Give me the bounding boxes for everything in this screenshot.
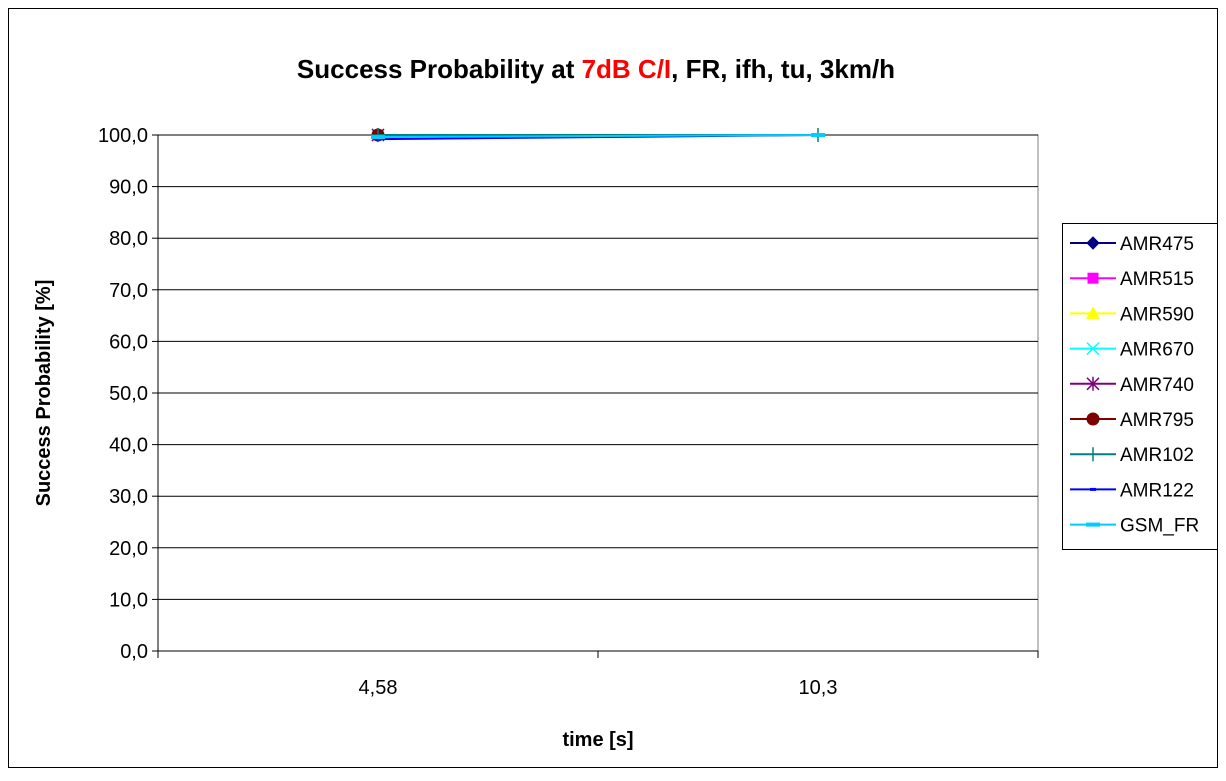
legend-item-amr590: AMR590 — [1070, 304, 1194, 325]
legend-label: GSM_FR — [1120, 516, 1199, 537]
legend-label: AMR670 — [1120, 340, 1194, 361]
marker-plus — [1086, 447, 1100, 462]
y-tick-label: 50,0 — [109, 383, 148, 405]
legend-item-amr670: AMR670 — [1070, 340, 1194, 361]
series-layer — [371, 127, 825, 142]
y-tick-label: 10,0 — [109, 589, 148, 611]
x-tick-label: 10,3 — [799, 677, 838, 699]
marker-bar — [1086, 522, 1100, 527]
legend-item-amr475: AMR475 — [1070, 234, 1194, 255]
chart-title-prefix: Success Probability at — [297, 54, 582, 84]
y-tick-label: 40,0 — [109, 435, 148, 457]
marker-circle — [1086, 412, 1100, 426]
chart-title: Success Probability at 7dB C/I, FR, ifh,… — [297, 54, 895, 84]
y-tick-label: 80,0 — [109, 228, 148, 250]
legend-label: AMR740 — [1120, 375, 1194, 396]
marker-triangle — [1086, 306, 1100, 319]
y-tick-label: 60,0 — [109, 331, 148, 353]
legend-label: AMR475 — [1120, 234, 1194, 255]
series-gsm_fr — [371, 133, 825, 140]
chart-title-highlight: 7dB C/I — [582, 54, 672, 84]
axes-layer: 0,0 10,0 20,0 30,0 40,0 50,0 60,0 70,0 80,0 90,0 1… — [98, 125, 1039, 699]
marker-x — [1086, 342, 1100, 356]
y-axis-label: Success Probability [%] — [33, 280, 55, 507]
x-tick-label: 4,58 — [359, 677, 398, 699]
y-tick-label: 30,0 — [109, 486, 148, 508]
legend-item-amr795: AMR795 — [1070, 410, 1194, 431]
legend-item-gsm_fr: GSM_FR — [1070, 516, 1199, 537]
marker-dash — [1090, 487, 1096, 491]
y-tick-label: 100,0 — [98, 125, 148, 147]
marker-dash — [375, 137, 381, 141]
legend-item-amr740: AMR740 — [1070, 375, 1194, 396]
legend-item-amr102: AMR102 — [1070, 445, 1194, 466]
chart-title-suffix: , FR, ifh, tu, 3km/h — [671, 54, 895, 84]
legend-label: AMR102 — [1120, 445, 1194, 466]
legend-label: AMR122 — [1120, 480, 1194, 501]
legend-label: AMR515 — [1120, 269, 1194, 290]
y-tick-label: 20,0 — [109, 538, 148, 560]
marker-star — [1086, 376, 1100, 391]
marker-square — [1087, 272, 1099, 284]
legend-item-amr122: AMR122 — [1070, 480, 1194, 501]
marker-bar — [811, 133, 825, 137]
legend-label: AMR795 — [1120, 410, 1194, 431]
legend: AMR475 AMR515 AMR590 AMR670 AMR740 AMR795 AMR1… — [1062, 223, 1218, 550]
marker-bar — [371, 135, 385, 140]
marker-diamond — [1086, 236, 1100, 250]
y-tick-label: 70,0 — [109, 280, 148, 302]
y-tick-label: 90,0 — [109, 177, 148, 199]
x-axis-label: time [s] — [562, 729, 633, 751]
legend-item-amr515: AMR515 — [1070, 269, 1194, 290]
y-tick-label: 0,0 — [120, 641, 148, 663]
series-line — [377, 134, 819, 139]
legend-label: AMR590 — [1120, 304, 1194, 325]
